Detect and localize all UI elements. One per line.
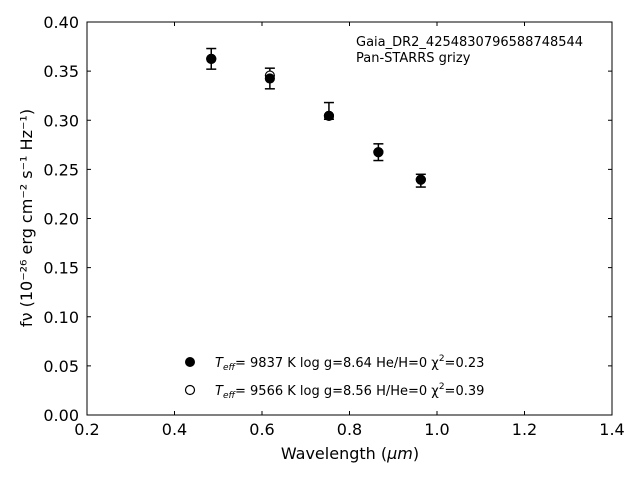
x-tick-label: 1.4 [599,420,624,439]
x-tick-label: 0.6 [249,420,274,439]
x-tick-label: 0.4 [162,420,187,439]
y-tick-label: 0.25 [43,160,79,179]
x-axis-label: Wavelength (μm) [281,444,419,463]
y-axis-label: fν (10⁻²⁶ erg cm⁻² s⁻¹ Hz⁻¹) [17,109,36,327]
object-id-annotation: Gaia_DR2_4254830796588748544 [356,35,583,50]
legend: Teff= 9837 K log g=8.64 He/H=0 χ2=0.23 T… [184,354,484,401]
data-marks [206,47,426,188]
model-point-filled [264,73,275,84]
y-tick-label: 0.20 [43,210,79,229]
y-tick-label: 0.30 [43,111,79,130]
x-tick-label: 0.2 [74,420,99,439]
axis-tick-labels: 0.2 0.4 0.6 0.8 1.0 1.2 1.4 0.00 0.05 0.10 0.15 0.2… [43,13,624,439]
y-tick-label: 0.10 [43,308,79,327]
y-tick-label: 0.00 [43,406,79,425]
x-tick-label: 1.2 [512,420,537,439]
model-point-filled [373,147,384,158]
y-tick-label: 0.40 [43,13,79,32]
legend-marker-filled [185,357,195,367]
model-point-filled [415,174,426,185]
legend-label-db: Teff= 9566 K log g=8.56 H/He=0 χ2=0.39 [215,382,484,401]
legend-marker-open [184,384,196,396]
x-tick-label: 1.0 [424,420,449,439]
y-tick-label: 0.05 [43,357,79,376]
y-tick-label: 0.35 [43,62,79,81]
survey-annotation: Pan-STARRS grizy [356,51,471,66]
axis-ticks [86,21,613,416]
y-tick-label: 0.15 [43,259,79,278]
model-point-filled [323,110,335,121]
legend-label-da: Teff= 9837 K log g=8.64 He/H=0 χ2=0.23 [215,354,484,373]
model-point-filled [206,53,217,64]
x-tick-label: 0.8 [337,420,362,439]
